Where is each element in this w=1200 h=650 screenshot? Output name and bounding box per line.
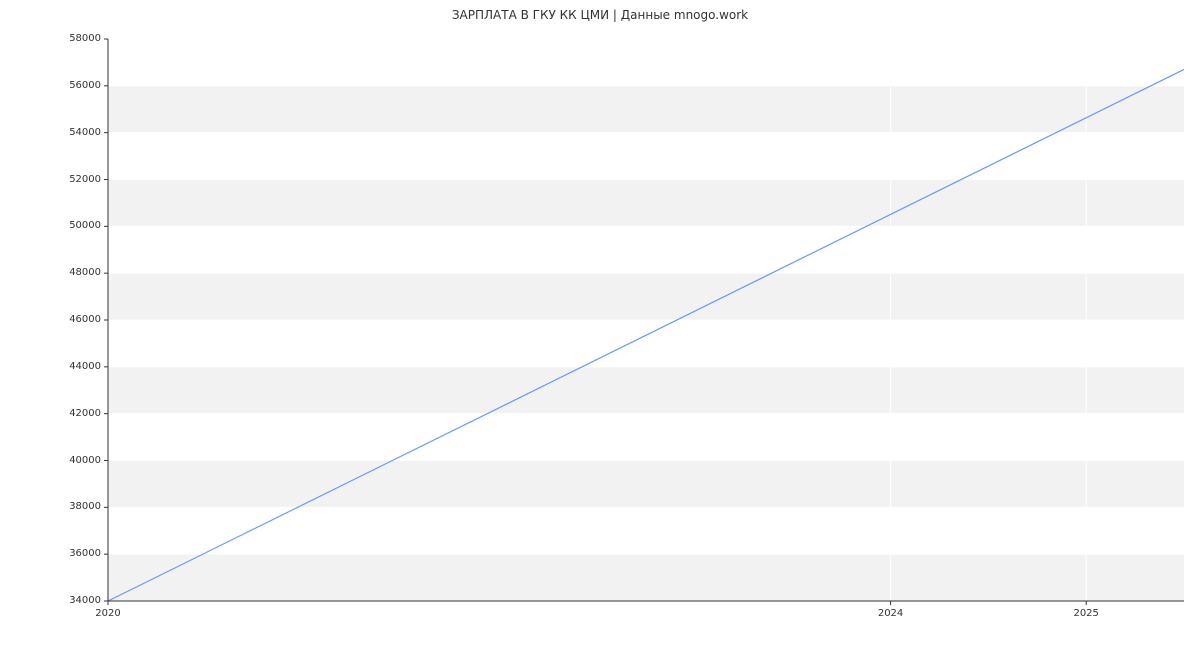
y-tick-label: 54000	[69, 127, 101, 138]
y-tick-label: 56000	[69, 80, 101, 91]
chart-plot	[108, 39, 1184, 601]
x-tick-label: 2024	[878, 608, 903, 619]
chart-title: ЗАРПЛАТА В ГКУ КК ЦМИ | Данные mnogo.wor…	[0, 8, 1200, 22]
x-tick-label: 2020	[95, 608, 120, 619]
y-tick-label: 48000	[69, 267, 101, 278]
salary-line-chart: ЗАРПЛАТА В ГКУ КК ЦМИ | Данные mnogo.wor…	[0, 0, 1200, 650]
y-tick-label: 34000	[69, 595, 101, 606]
y-tick-label: 50000	[69, 220, 101, 231]
y-tick-label: 46000	[69, 314, 101, 325]
y-tick-label: 42000	[69, 408, 101, 419]
y-tick-label: 36000	[69, 548, 101, 559]
x-tick-label: 2025	[1073, 608, 1098, 619]
y-tick-label: 58000	[69, 33, 101, 44]
y-tick-label: 52000	[69, 174, 101, 185]
y-tick-label: 44000	[69, 361, 101, 372]
y-tick-label: 40000	[69, 455, 101, 466]
y-tick-label: 38000	[69, 501, 101, 512]
